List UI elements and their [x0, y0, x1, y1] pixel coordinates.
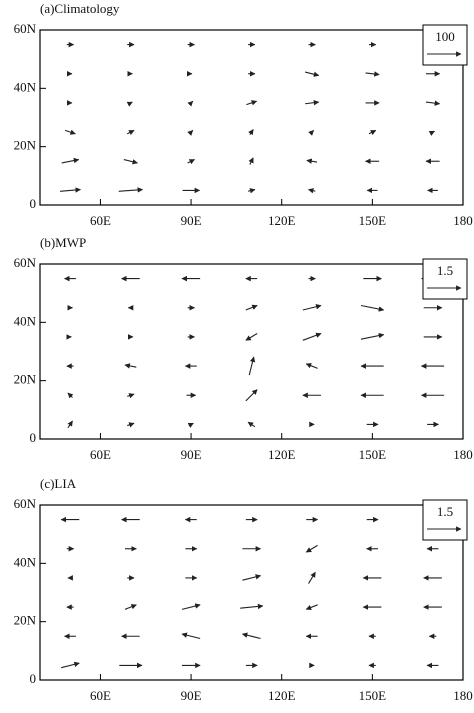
wind-vector — [126, 129, 135, 136]
wind-vector — [305, 604, 318, 611]
wind-vector — [123, 159, 138, 165]
x-tick-label: 90E — [181, 447, 202, 462]
wind-vector — [245, 333, 258, 341]
wind-vector — [187, 159, 195, 165]
panel-title: (b)MWP — [40, 235, 86, 250]
wind-vector — [181, 603, 201, 610]
wind-vector — [247, 188, 256, 194]
wind-vector — [248, 157, 254, 165]
wind-vector — [428, 130, 435, 136]
wind-vector — [365, 71, 380, 77]
wind-vector — [306, 158, 318, 164]
wind-vector — [360, 304, 385, 312]
wind-vector — [64, 129, 76, 135]
wind-vector — [368, 129, 377, 136]
y-tick-label: 60N — [14, 496, 37, 511]
wind-vector — [61, 157, 80, 164]
wind-vector — [305, 99, 320, 106]
wind-vector — [181, 632, 201, 640]
y-tick-label: 20N — [14, 138, 37, 153]
wind-vector — [305, 544, 318, 553]
reference-box — [422, 499, 468, 541]
y-tick-label: 60N — [14, 21, 37, 36]
y-tick-label: 0 — [30, 430, 37, 445]
plot-frame — [39, 29, 464, 206]
x-tick-label: 60E — [90, 213, 111, 228]
wind-vector — [245, 304, 258, 311]
x-tick-label: 180 — [453, 688, 473, 703]
panel-title: (a)Climatology — [40, 1, 120, 16]
x-tick-label: 90E — [181, 688, 202, 703]
wind-vector — [247, 421, 256, 428]
x-tick-label: 180 — [453, 213, 473, 228]
wind-vector — [124, 363, 137, 369]
y-tick-label: 20N — [14, 372, 37, 387]
wind-vector — [302, 332, 322, 341]
wind-vector — [304, 71, 320, 77]
wind-vector — [302, 304, 322, 311]
x-tick-label: 180 — [453, 447, 473, 462]
y-tick-label: 0 — [30, 671, 37, 686]
y-tick-label: 20N — [14, 613, 37, 628]
plot-frame — [39, 263, 464, 440]
wind-vector — [127, 422, 135, 428]
x-tick-label: 120E — [268, 213, 296, 228]
wind-vector — [360, 332, 385, 340]
wind-vector — [248, 356, 256, 376]
reference-label: 1.5 — [437, 263, 453, 278]
wind-vector — [59, 187, 81, 193]
panel-title: (c)LIA — [40, 476, 77, 491]
x-tick-label: 60E — [90, 688, 111, 703]
wind-vector — [187, 100, 194, 107]
wind-vector — [67, 392, 74, 399]
reference-label: 1.5 — [437, 504, 453, 519]
wind-vector — [248, 129, 254, 136]
reference-box — [422, 258, 468, 300]
wind-vector — [124, 604, 137, 610]
wind-vector — [305, 363, 318, 369]
x-tick-label: 150E — [359, 447, 387, 462]
wind-vector — [307, 188, 316, 194]
wind-vector — [246, 100, 258, 106]
wind-vector — [308, 571, 316, 584]
wind-vector — [425, 100, 441, 106]
wind-vector — [118, 187, 144, 193]
wind-vector — [240, 603, 264, 610]
plot-frame — [39, 504, 464, 681]
x-tick-label: 150E — [359, 213, 387, 228]
wind-vector — [187, 422, 194, 428]
wind-vector — [127, 393, 135, 399]
wind-vector — [242, 574, 262, 581]
reference-label: 100 — [435, 29, 455, 44]
wind-vector — [245, 389, 258, 402]
x-tick-label: 120E — [268, 447, 296, 462]
reference-box — [422, 24, 468, 66]
x-tick-label: 60E — [90, 447, 111, 462]
wind-vector — [61, 661, 80, 669]
wind-vector — [241, 632, 261, 640]
y-tick-label: 0 — [30, 196, 37, 211]
wind-vector — [67, 420, 73, 429]
y-tick-label: 40N — [14, 313, 37, 328]
y-tick-label: 40N — [14, 79, 37, 94]
x-tick-label: 150E — [359, 688, 387, 703]
wind-vector — [308, 129, 315, 136]
x-tick-label: 90E — [181, 213, 202, 228]
x-tick-label: 120E — [268, 688, 296, 703]
wind-vector — [126, 101, 133, 107]
wind-vector — [187, 129, 194, 136]
y-tick-label: 60N — [14, 255, 37, 270]
y-tick-label: 40N — [14, 554, 37, 569]
